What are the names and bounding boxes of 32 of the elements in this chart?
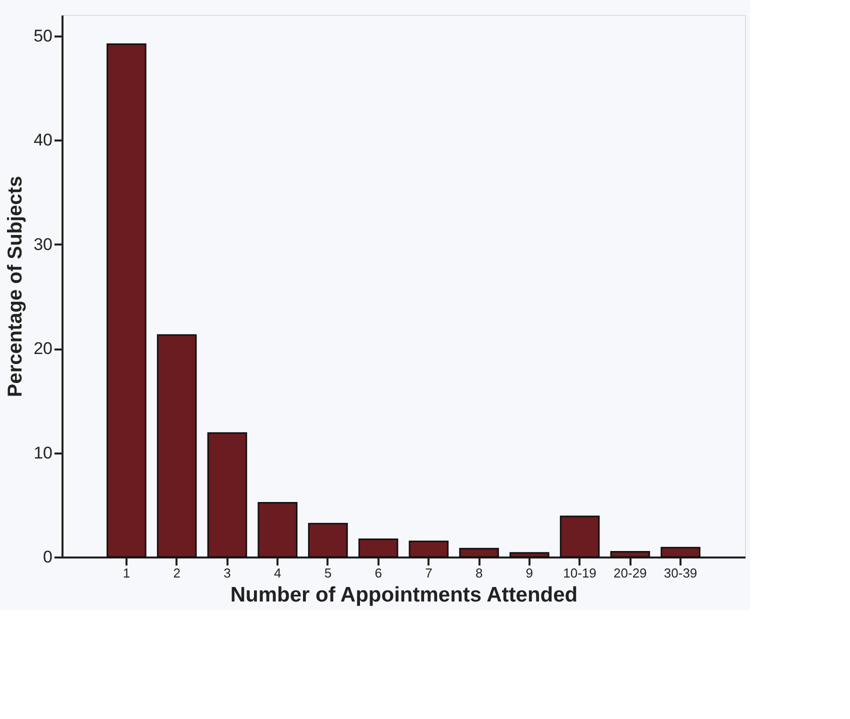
y-axis-title: Percentage of Subjects	[4, 176, 27, 398]
x-tick-label: 30-39	[664, 566, 698, 580]
bar	[660, 546, 700, 558]
bar	[610, 551, 650, 558]
x-tick-label: 7	[425, 566, 432, 580]
x-tick-label: 6	[374, 566, 382, 580]
bar	[258, 502, 298, 558]
x-tick-label: 10-19	[563, 566, 596, 580]
y-tick-label: 20	[34, 339, 52, 358]
x-tick-label: 4	[274, 566, 282, 580]
x-tick-label: 9	[526, 566, 534, 580]
bar	[106, 43, 146, 558]
y-tick-label: 50	[34, 26, 52, 46]
bar	[156, 334, 197, 558]
y-tick-label: 0	[43, 548, 52, 566]
bar	[459, 548, 499, 558]
x-tick-label: 2	[173, 566, 180, 580]
x-tick-label: 1	[122, 566, 130, 580]
bar	[308, 522, 348, 558]
y-tick-label: 10	[34, 443, 52, 462]
bar	[510, 552, 550, 558]
bar	[408, 540, 449, 558]
bar	[358, 538, 398, 558]
x-axis-title: Number of Appointments Attended	[230, 584, 578, 606]
bar	[207, 432, 248, 558]
x-tick-label: 5	[324, 566, 332, 580]
y-tick-label: 40	[34, 130, 52, 150]
x-tick-label: 20-29	[614, 566, 647, 580]
bar	[560, 516, 600, 558]
y-tick-label: 30	[34, 234, 52, 254]
x-tick-label: 8	[475, 566, 483, 580]
x-tick-label: 3	[224, 566, 231, 580]
